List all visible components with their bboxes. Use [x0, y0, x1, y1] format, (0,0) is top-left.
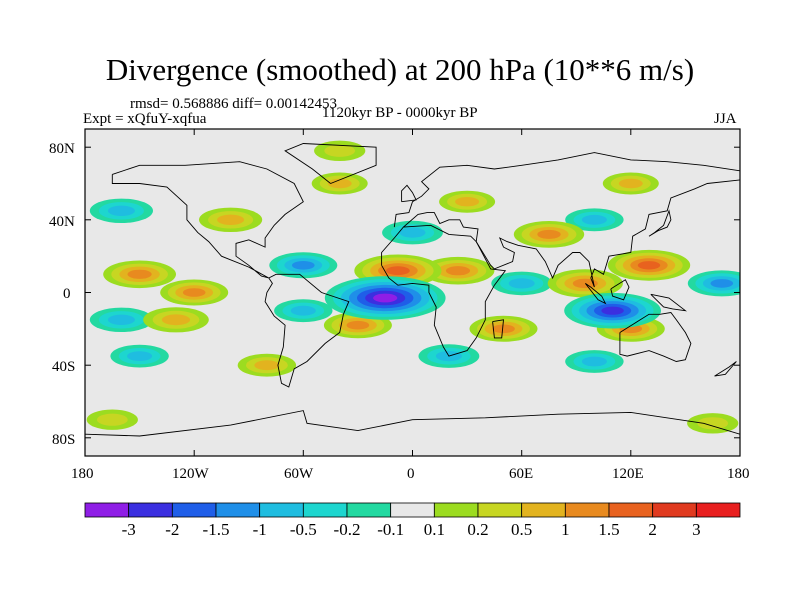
contour-blob-10-2: [581, 214, 607, 225]
contour-blob-18-3: [182, 288, 206, 297]
colorbar-swatch-6: [346, 502, 392, 518]
contour-blob-12-2: [508, 278, 535, 289]
contour-blob-7-2: [581, 356, 607, 367]
lon-tick-120e: 120E: [612, 466, 644, 482]
colorbar-swatch-11: [564, 502, 610, 518]
contour-blob-23-3: [710, 279, 734, 288]
lon-tick-180w: 180: [71, 466, 94, 482]
coastline-9: [650, 293, 688, 312]
contour-blob-21-3: [492, 324, 515, 334]
stats-text: rmsd= 0.568886 diff= 0.00142453: [130, 96, 338, 112]
coastline-14: [85, 410, 740, 437]
season-label: JJA: [714, 111, 737, 127]
coastline-2: [284, 143, 377, 184]
colorbar-label: 0.2: [467, 520, 489, 539]
contour-blob-8-2: [127, 351, 153, 361]
contour-blob-30-5: [601, 306, 624, 315]
coastline-3: [381, 224, 507, 357]
colorbar-label: 1: [561, 520, 570, 539]
contour-blob-9-2: [254, 360, 280, 371]
colorbar-swatch-4: [259, 502, 304, 518]
contour-blob-22-3: [292, 261, 315, 270]
colorbar-swatch-0: [84, 502, 130, 518]
contour-blob-2-1: [324, 144, 356, 157]
contour-blob-31-6: [373, 293, 398, 303]
colorbar-label: 0.1: [423, 520, 445, 539]
coastline-1: [264, 273, 350, 388]
lon-tick-60e: 60E: [509, 466, 534, 482]
contour-blob-25-3: [445, 266, 471, 276]
colorbar-label: -3: [121, 520, 136, 539]
contour-blob-14-2: [217, 214, 245, 225]
colorbar: [84, 502, 741, 518]
colorbar-swatch-9: [477, 502, 523, 518]
colorbar-label: 2: [648, 520, 657, 539]
coastline-0: [111, 161, 304, 279]
colorbar-label: 0.5: [511, 520, 533, 539]
colorbar-swatch-2: [171, 502, 217, 518]
colorbar-label: 1.5: [598, 520, 620, 539]
contour-blob-15-2: [107, 205, 135, 216]
colorbar-swatch-5: [302, 502, 348, 518]
colorbar-label: 3: [692, 520, 701, 539]
coastline-10: [648, 209, 672, 237]
colorbar-label: -0.2: [333, 520, 361, 539]
experiment-label: Expt = xQfuY-xqfua: [83, 111, 207, 127]
lat-tick-40s: 40S: [52, 359, 76, 375]
colorbar-swatch-1: [128, 502, 173, 518]
coastline-11: [492, 319, 505, 339]
coastline-4: [393, 152, 740, 228]
contour-blob-6-2: [290, 305, 316, 316]
lat-tick-0: 0: [63, 286, 71, 302]
contour-blob-4-2: [327, 178, 352, 189]
lat-tick-80n: 80N: [49, 141, 75, 157]
colorbar-swatch-12: [608, 502, 654, 518]
contour-blob-3-2: [455, 197, 480, 207]
contour-blob-29-4: [386, 266, 410, 276]
lon-tick-0: 0: [407, 466, 415, 482]
contour-blob-0-1: [96, 413, 128, 426]
colorbar-label: -0.5: [289, 520, 317, 539]
contour-blob-24-3: [537, 229, 561, 239]
period-label: 1120kyr BP - 0000kyr BP: [322, 105, 478, 121]
coastline-6: [619, 312, 692, 362]
colorbar-swatch-10: [521, 502, 566, 518]
colorbar-swatch-13: [652, 502, 697, 518]
lon-tick-60w: 60W: [284, 466, 314, 482]
colorbar-swatch-7: [390, 502, 435, 518]
contour-fills: [86, 140, 740, 434]
contour-blob-26-3: [127, 269, 152, 279]
contour-blob-11-2: [399, 227, 426, 238]
coastline-12: [401, 184, 417, 203]
contour-blob-16-2: [107, 314, 135, 325]
lon-tick-180e: 180: [727, 466, 750, 482]
contour-blob-1-1: [697, 417, 729, 430]
coastline-7: [584, 283, 607, 305]
coastline-13: [714, 361, 737, 377]
colorbar-label: -2: [165, 520, 180, 539]
contour-blob-28-4: [637, 261, 661, 270]
colorbar-swatch-14: [695, 502, 741, 518]
colorbar-swatch-8: [433, 502, 479, 518]
coastline-8: [610, 279, 630, 301]
coastlines: [85, 143, 740, 437]
lat-tick-80s: 80S: [52, 432, 76, 448]
coastline-5: [403, 179, 740, 288]
contour-blob-19-3: [346, 320, 370, 330]
axis-ticks: [84, 129, 741, 456]
plot-title: Divergence (smoothed) at 200 hPa (10**6 …: [105, 52, 695, 87]
contour-blob-5-2: [618, 178, 643, 189]
lon-tick-120w: 120W: [172, 466, 209, 482]
colorbar-swatch-3: [215, 502, 261, 518]
lat-tick-40n: 40N: [49, 214, 75, 230]
colorbar-label: -1: [252, 520, 267, 539]
colorbar-label: -0.1: [377, 520, 405, 539]
colorbar-label: -1.5: [202, 520, 230, 539]
contour-blob-17-2: [161, 314, 191, 326]
